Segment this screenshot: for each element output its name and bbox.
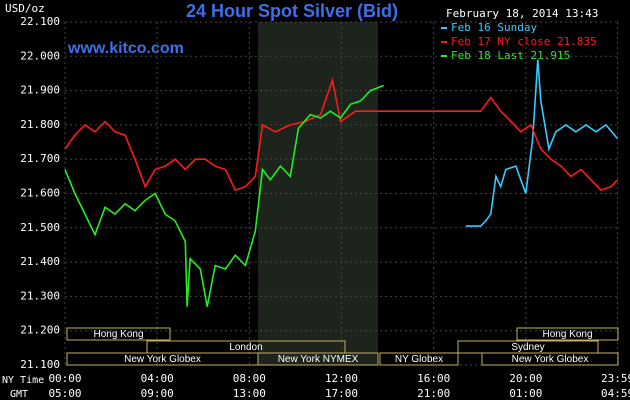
x-axis-label: NY Time xyxy=(2,375,44,386)
y-tick-label: 21.800 xyxy=(20,118,60,131)
y-tick-label: 21.100 xyxy=(20,358,60,371)
marks xyxy=(64,59,619,307)
x-tick-label: 20:00 xyxy=(509,372,542,385)
x-tick-label: 08:00 xyxy=(233,372,266,385)
x-tick-label: 16:00 xyxy=(417,372,450,385)
y-tick-label: 21.300 xyxy=(20,289,60,302)
session-label: New York Globex xyxy=(512,354,589,365)
watermark: www.kitco.com xyxy=(67,40,184,57)
legend-label: Feb 17 NY close 21.835 xyxy=(451,35,597,48)
x2-tick-label: 13:00 xyxy=(233,387,266,400)
legend-label: Feb 16 Sunday xyxy=(451,21,537,34)
x2-axis-label: GMT xyxy=(10,389,28,400)
nymex-shade xyxy=(258,22,378,365)
session-box xyxy=(516,327,619,341)
x2-tick-label: 05:00 xyxy=(48,387,81,400)
session-label: New York NYMEX xyxy=(278,354,359,365)
session-label: NY Globex xyxy=(395,354,443,365)
timestamp: February 18, 2014 13:43 xyxy=(446,7,598,20)
session-box xyxy=(379,352,459,366)
series-line xyxy=(64,84,384,307)
series-line xyxy=(64,77,619,192)
series-line xyxy=(465,59,619,227)
session-label: London xyxy=(229,342,262,353)
legend-label: Feb 18 Last 21.915 xyxy=(451,49,570,62)
x2-tick-label: 04:59 xyxy=(601,387,630,400)
x2-tick-label: 17:00 xyxy=(325,387,358,400)
x-tick-label: 12:00 xyxy=(325,372,358,385)
session-box xyxy=(257,352,379,366)
session-label: New York Globex xyxy=(124,354,201,365)
chart-title: 24 Hour Spot Silver (Bid) xyxy=(186,1,398,21)
x2-tick-label: 09:00 xyxy=(141,387,174,400)
x-tick-label: 23:59 xyxy=(601,372,630,385)
y-tick-label: 21.200 xyxy=(20,324,60,337)
session-box xyxy=(481,352,619,366)
y-tick-label: 21.400 xyxy=(20,255,60,268)
y-tick-label: 21.500 xyxy=(20,221,60,234)
session-box xyxy=(66,327,171,341)
session-label: Sydney xyxy=(511,342,544,353)
x-tick-label: 00:00 xyxy=(48,372,81,385)
x2-tick-label: 01:00 xyxy=(509,387,542,400)
y-tick-label: 21.900 xyxy=(20,84,60,97)
y-tick-label: 22.100 xyxy=(20,15,60,28)
y-unit: USD/oz xyxy=(5,2,45,15)
x2-tick-label: 21:00 xyxy=(417,387,450,400)
y-tick-label: 21.700 xyxy=(20,152,60,165)
session-label: Hong Kong xyxy=(93,329,143,340)
x-tick-label: 04:00 xyxy=(141,372,174,385)
session-label: Hong Kong xyxy=(542,329,592,340)
y-tick-label: 22.000 xyxy=(20,49,60,62)
y-tick-label: 21.600 xyxy=(20,187,60,200)
